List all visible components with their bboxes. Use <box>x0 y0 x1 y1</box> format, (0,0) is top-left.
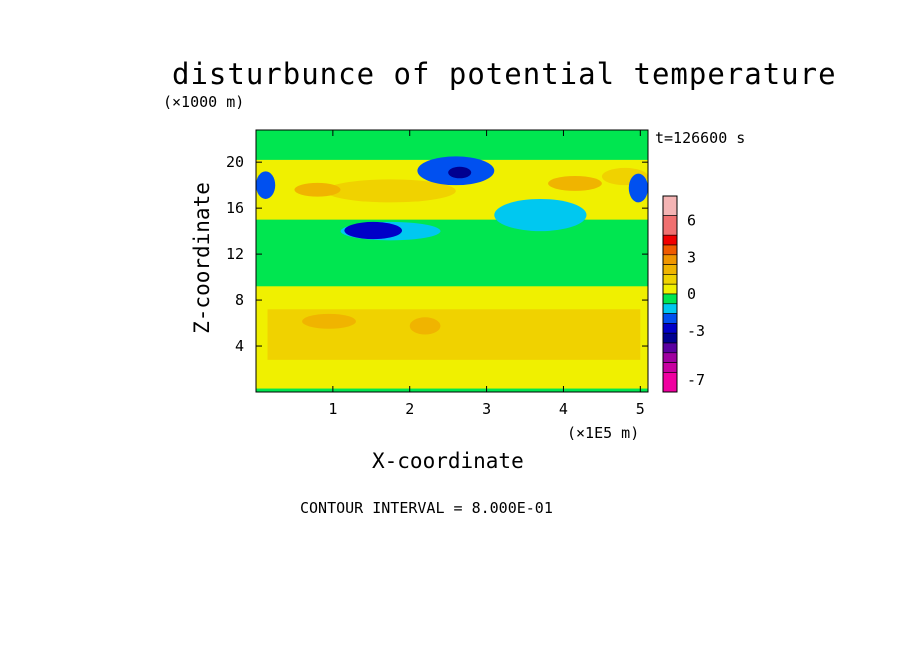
colorbar-segment <box>662 293 678 305</box>
colorbar-tick-label: 0 <box>687 285 696 303</box>
x-axis-unit: (×1E5 m) <box>567 424 640 442</box>
field-region <box>494 198 587 232</box>
colorbar-segment <box>662 352 678 363</box>
field-region <box>548 175 602 191</box>
colorbar-segment <box>662 342 678 354</box>
x-tick-label: 5 <box>636 400 645 418</box>
x-tick-label: 2 <box>405 400 414 418</box>
colorbar-segment <box>662 362 678 373</box>
field-region <box>448 166 472 179</box>
colorbar-segment <box>662 274 678 285</box>
field-region <box>628 173 648 203</box>
colorbar-segment <box>662 323 678 334</box>
colorbar-tick-label: -3 <box>687 322 705 340</box>
x-tick-label: 3 <box>482 400 491 418</box>
x-axis-label: X-coordinate <box>372 449 524 473</box>
colorbar-segment <box>662 313 678 324</box>
field-region <box>325 179 456 203</box>
colorbar-frame <box>662 195 678 393</box>
field-region <box>344 221 403 240</box>
y-tick-label: 8 <box>235 291 244 309</box>
field-region <box>256 171 276 199</box>
colorbar-segment <box>662 195 678 216</box>
plot-frame <box>255 129 649 393</box>
field-region <box>256 130 648 160</box>
y-tick-label: 4 <box>235 337 244 355</box>
x-tick-label: 1 <box>328 400 337 418</box>
colorbar-segment <box>662 244 678 256</box>
chart-title: disturbunce of potential temperature <box>172 57 837 91</box>
field-region <box>294 182 341 197</box>
colorbar-segment <box>662 332 678 344</box>
x-tick-label: 4 <box>559 400 568 418</box>
colorbar-tick-label: -7 <box>687 371 705 389</box>
colorbar-segment <box>662 303 678 314</box>
field-regions <box>256 130 648 392</box>
colorbar-tick-label: 6 <box>687 212 696 230</box>
y-tick-label: 16 <box>226 199 244 217</box>
field-region <box>256 219 648 287</box>
colorbar-segment <box>662 264 678 275</box>
y-axis-unit: (×1000 m) <box>163 93 245 111</box>
field-region <box>409 317 441 335</box>
field-region <box>256 388 648 392</box>
colorbar-segment <box>662 215 678 236</box>
colorbar-segment <box>662 283 678 295</box>
colorbar-tick-label: 3 <box>687 248 696 266</box>
colorbar-segment <box>662 234 678 246</box>
time-label: t=126600 s <box>655 129 746 147</box>
field-region <box>302 313 356 329</box>
contour-interval-label: CONTOUR INTERVAL = 8.000E-01 <box>300 499 553 517</box>
colorbar-segment <box>662 254 678 265</box>
y-tick-label: 20 <box>226 153 244 171</box>
y-tick-label: 12 <box>226 245 244 263</box>
colorbar-segment <box>662 372 678 393</box>
